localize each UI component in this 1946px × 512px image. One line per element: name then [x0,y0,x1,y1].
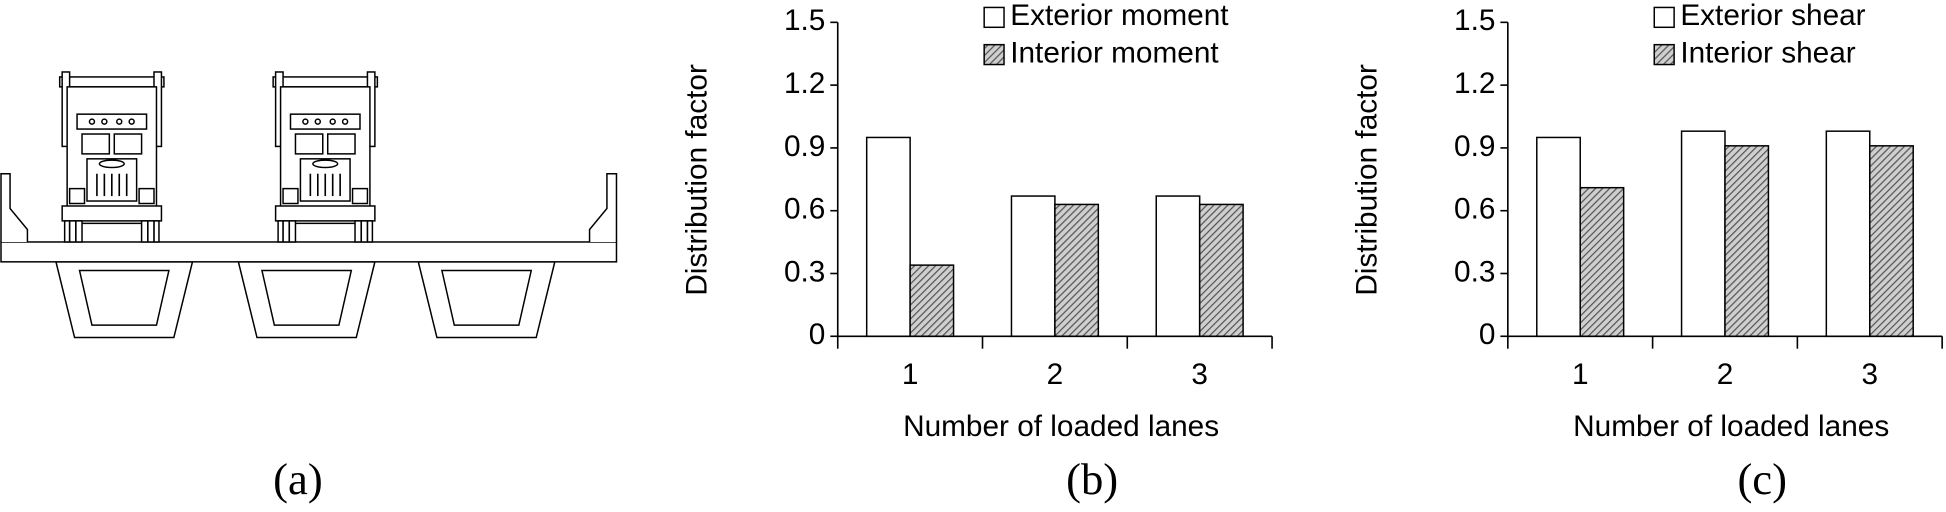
y-tick-label: 0.3 [784,255,825,288]
y-axis-label: Distribution factor [1351,64,1384,296]
box-girder [55,261,194,339]
bar [909,264,955,338]
y-tick-label: 0.9 [784,130,825,163]
bar [1825,130,1871,338]
bar [1536,136,1581,338]
caption: (c) [1737,454,1787,504]
x-tick-label: 2 [1047,358,1064,391]
legend-label: Exterior moment [1010,0,1229,32]
caption: (a) [273,454,323,504]
chart: 0 0.3 0.6 0.9 1.2 1.5 1 2 3 Number of loaded lane… [1351,0,1943,443]
legend-label: Interior shear [1680,36,1855,69]
y-tick-label: 1.2 [784,67,825,100]
legend-label: Exterior shear [1680,0,1865,32]
x-tick-label: 1 [902,358,919,391]
bar [1680,130,1726,338]
x-axis-label: Number of loaded lanes [1573,410,1889,443]
bridge-diagram [0,71,618,339]
x-tick-label: 2 [1717,358,1734,391]
chart: 0 0.3 0.6 0.9 1.2 1.5 1 2 3 Number of loaded lane… [681,0,1273,443]
legend-swatch [1653,6,1675,29]
y-tick-label: 1.2 [1454,67,1495,100]
y-axis-label: Distribution factor [681,64,714,296]
barrier [588,172,618,242]
legend-label: Interior moment [1010,36,1219,69]
bar [865,136,911,338]
box-girder [417,261,556,339]
legend-swatch [983,43,1005,66]
legend-swatch [983,6,1005,29]
legend-swatch [1653,43,1675,66]
x-axis-label: Number of loaded lanes [903,410,1219,443]
bar [1010,195,1056,338]
bar [1054,203,1100,338]
x-tick-label: 3 [1191,358,1208,391]
y-tick-label: 1.5 [1454,4,1495,37]
bar [1155,195,1201,338]
y-tick-label: 0.3 [1454,255,1495,288]
truck [58,71,165,243]
bar [1724,145,1770,338]
y-tick-label: 0 [809,318,826,351]
y-tick-label: 0.9 [1454,130,1495,163]
y-tick-label: 1.5 [784,4,825,37]
truck [272,71,379,243]
caption: (b) [1066,454,1118,504]
y-tick-label: 0 [1479,318,1496,351]
y-tick-label: 0.6 [1454,193,1495,226]
deck [0,241,618,263]
y-tick-label: 0.6 [784,193,825,226]
bar [1869,145,1914,338]
bar [1579,186,1625,338]
bar [1198,203,1244,338]
barrier [0,172,29,242]
x-tick-label: 1 [1572,358,1589,391]
x-tick-label: 3 [1861,358,1878,391]
box-girder [237,261,376,339]
